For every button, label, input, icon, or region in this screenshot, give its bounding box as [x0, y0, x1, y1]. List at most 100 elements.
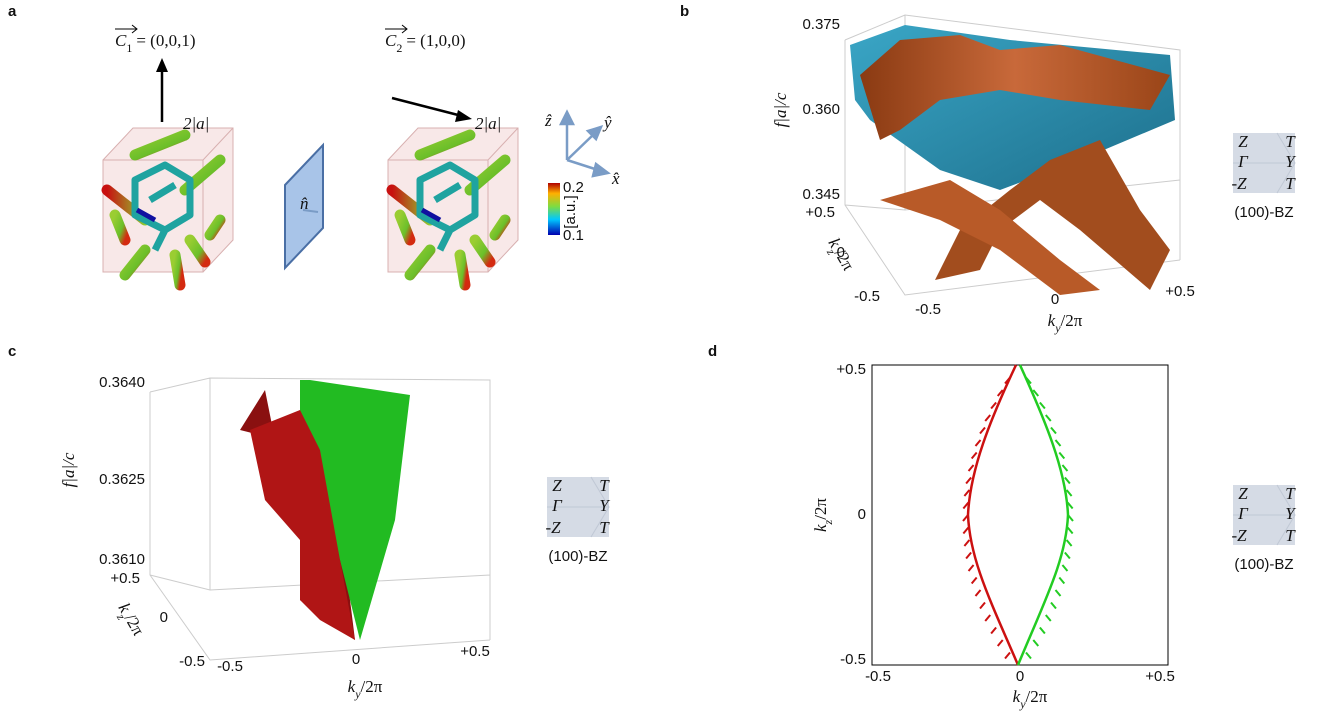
panel-label: c — [8, 343, 16, 360]
vector-label: C1= (0,0,1) — [115, 31, 196, 55]
whisker — [1033, 640, 1038, 646]
axis-label: ky/2π — [1013, 687, 1048, 711]
z-tick-label: 0.360 — [802, 101, 840, 118]
whisker — [998, 640, 1003, 646]
axis-label-rest: /2π — [1061, 311, 1083, 330]
whisker — [991, 403, 996, 409]
bz-label: T — [599, 476, 610, 495]
whisker — [980, 428, 985, 434]
whisker — [1040, 628, 1045, 634]
whisker — [1051, 428, 1056, 434]
bz-caption: (100)-BZ — [1234, 204, 1293, 221]
bz-label: T — [1285, 526, 1296, 545]
whisker — [1046, 615, 1051, 621]
kz-tick-label: +0.5 — [836, 361, 866, 378]
whisker — [1065, 478, 1070, 484]
ky-tick-label: -0.5 — [865, 668, 891, 685]
bz-label: -Z — [1231, 526, 1247, 545]
ky-tick-label: +0.5 — [1165, 283, 1195, 300]
whisker — [991, 628, 996, 634]
vector-index: 1 — [126, 41, 132, 55]
axis-z-label: ẑ — [544, 111, 552, 130]
whisker — [972, 453, 977, 459]
bz-label: -Z — [545, 518, 561, 537]
bz-label: Z — [1238, 484, 1248, 503]
axis-label-rest: /2π — [811, 498, 830, 520]
axis-label: kz/2π — [811, 498, 835, 532]
whisker — [985, 615, 990, 621]
kz-tick-label: 0 — [160, 609, 168, 626]
bz-label: Z — [1238, 132, 1248, 151]
vector-equation: = (1,0,0) — [406, 31, 465, 50]
whisker — [1067, 540, 1072, 546]
whisker — [1056, 440, 1061, 446]
whisker — [963, 528, 968, 534]
kz-tick-label: +0.5 — [110, 570, 140, 587]
whisker — [1026, 653, 1031, 659]
z-tick-label: 0.3625 — [99, 471, 145, 488]
whisker — [1046, 415, 1051, 421]
bz-label: T — [1285, 174, 1296, 193]
ky-tick-label: 0 — [352, 651, 360, 668]
whisker — [976, 440, 981, 446]
kz-tick-label: -0.5 — [840, 651, 866, 668]
bz-label: Z — [552, 476, 562, 495]
axis-x-label: x̂ — [611, 169, 620, 188]
ky-tick-label: 0 — [1016, 668, 1024, 685]
axis-label: ky/2π — [1048, 311, 1083, 335]
whisker — [1005, 653, 1010, 659]
figure: aC1= (0,0,1)C2= (1,0,0)2|a|2|a|n̂ẑŷx̂0.2… — [0, 0, 1335, 718]
z-tick-label: 0.3610 — [99, 551, 145, 568]
whisker — [964, 540, 969, 546]
bz-label: Γ — [551, 496, 563, 515]
bz-label: T — [1285, 484, 1296, 503]
whisker — [985, 415, 990, 421]
bz-label: Y — [1285, 152, 1296, 171]
axis-label: ky/2π — [348, 677, 383, 701]
lattice-label: 2|a| — [475, 114, 501, 133]
bz-caption: (100)-BZ — [548, 548, 607, 565]
ky-tick-label: -0.5 — [915, 301, 941, 318]
bz-caption: (100)-BZ — [1234, 556, 1293, 573]
whisker — [972, 578, 977, 584]
z-label: f|a|/c — [59, 452, 78, 487]
bz-label: Γ — [1237, 152, 1249, 171]
whisker — [969, 465, 974, 471]
axis-label: kz/2π — [110, 600, 148, 642]
panel-label: a — [8, 3, 17, 20]
whisker — [1065, 553, 1070, 559]
whisker — [1059, 578, 1064, 584]
whisker — [976, 590, 981, 596]
bz-label: Y — [1285, 504, 1296, 523]
lattice-label: 2|a| — [183, 114, 209, 133]
bz-label: T — [1285, 132, 1296, 151]
panel-label: d — [708, 343, 717, 360]
axis-y-label: ŷ — [602, 113, 612, 132]
colorbar-unit: [a.u.] — [562, 195, 579, 228]
vector-symbol: C — [385, 31, 397, 50]
z-tick-label: 0.345 — [802, 186, 840, 203]
kz-tick-label: -0.5 — [854, 288, 880, 305]
colorbar-max: 0.2 — [563, 179, 584, 196]
ky-tick-label: -0.5 — [217, 658, 243, 675]
axis-label: kz/2π — [820, 235, 858, 277]
whisker — [1056, 590, 1061, 596]
whisker — [964, 490, 969, 496]
z-tick-label: 0.3640 — [99, 374, 145, 391]
whisker — [1051, 603, 1056, 609]
normal-label: n̂ — [300, 194, 309, 213]
bz-label: Γ — [1237, 504, 1249, 523]
ky-tick-label: +0.5 — [1145, 668, 1175, 685]
z-tick-label: 0.375 — [802, 16, 840, 33]
vector-index: 2 — [396, 41, 402, 55]
whisker — [1068, 528, 1073, 534]
kz-tick-label: -0.5 — [179, 653, 205, 670]
axis-label-rest: /2π — [361, 677, 383, 696]
vector-symbol: C — [115, 31, 127, 50]
whisker — [1067, 490, 1072, 496]
whisker — [966, 553, 971, 559]
z-label: f|a|/c — [771, 92, 790, 127]
whisker — [980, 603, 985, 609]
panel-label: b — [680, 3, 689, 20]
whisker — [1040, 403, 1045, 409]
